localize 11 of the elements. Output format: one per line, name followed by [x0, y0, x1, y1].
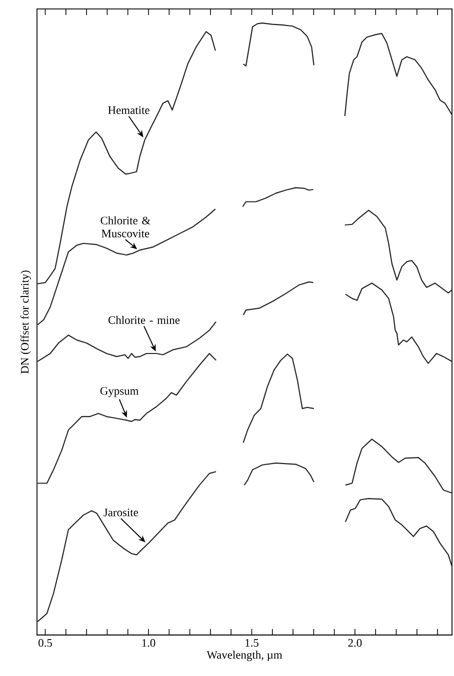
annotation: Jarosite: [104, 508, 138, 516]
y-axis-title: DN (Offset for clarity): [20, 270, 31, 374]
x-axis-title: Wavelength, µm: [206, 650, 282, 662]
x-tick-label: 0.5: [38, 639, 52, 647]
annotation: Chlorite - mine: [108, 316, 180, 324]
annotation: Hematite: [108, 106, 150, 114]
annotation: Gypsum: [100, 387, 139, 398]
x-tick-label: 2.0: [348, 639, 362, 647]
x-tick-label: 1.5: [246, 639, 258, 647]
annotation: Chlorite & Muscovite: [100, 216, 150, 238]
x-tick-label: 1.0: [142, 639, 156, 647]
